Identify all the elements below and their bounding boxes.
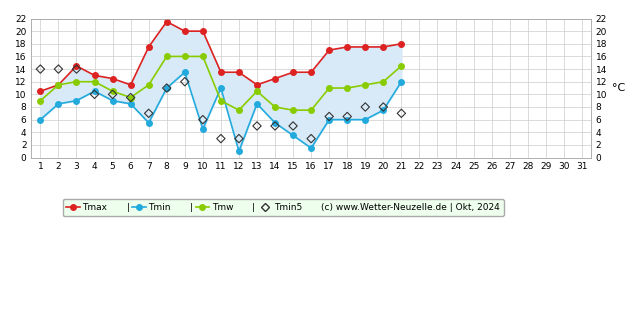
Legend: Tmax, |, Tmin, |, Tmw, |, Tmin5, (c) www.Wetter-Neuzelle.de | Okt, 2024: Tmax, |, Tmin, |, Tmw, |, Tmin5, (c) www… [63, 199, 504, 216]
Point [35, 66, 45, 72]
Point [72, 66, 82, 72]
Point [360, 105, 371, 110]
Point [180, 79, 190, 84]
Point [252, 123, 262, 129]
Point [125, 95, 136, 100]
Point [90, 92, 100, 97]
Point [396, 111, 406, 116]
Point [198, 117, 208, 122]
Point [324, 114, 334, 119]
Point [288, 123, 298, 129]
Point [306, 136, 316, 141]
Point [108, 92, 118, 97]
Point [216, 136, 226, 141]
Point [378, 105, 388, 110]
Y-axis label: °C: °C [612, 83, 625, 93]
Point [143, 111, 154, 116]
Point [270, 123, 280, 129]
Point [342, 114, 353, 119]
Point [234, 136, 244, 141]
Point [53, 66, 63, 72]
Point [162, 85, 172, 90]
